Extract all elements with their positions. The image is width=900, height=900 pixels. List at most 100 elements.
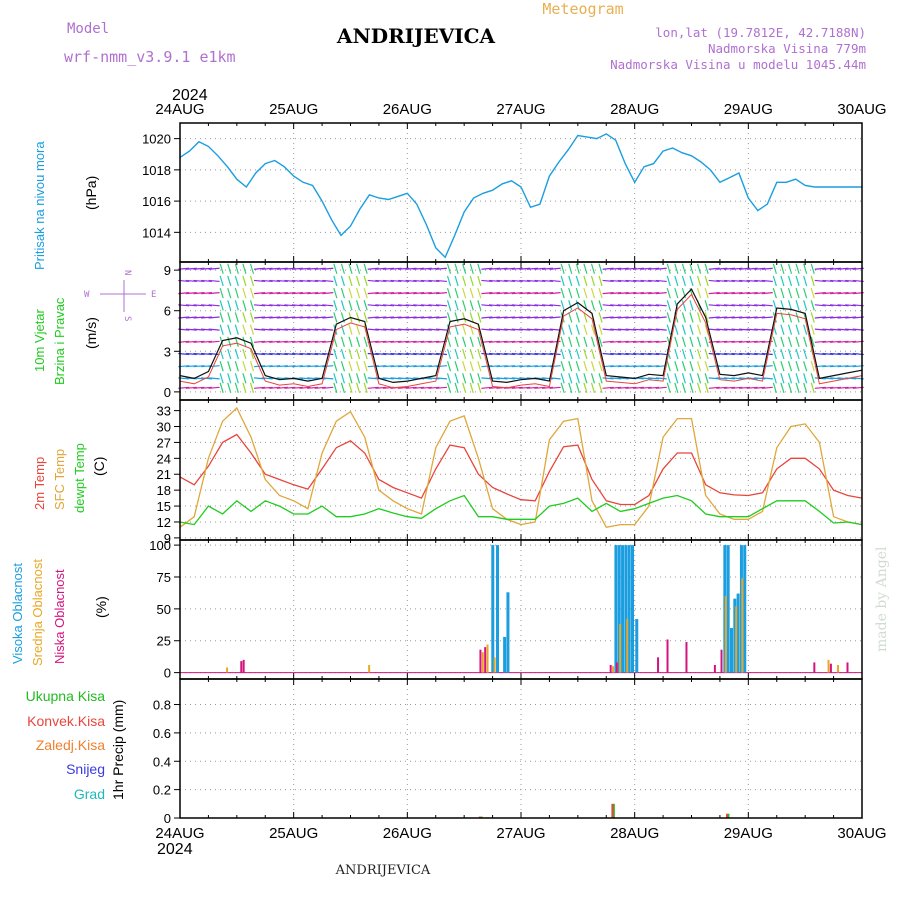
wind-barb — [632, 316, 645, 319]
wind-barb — [810, 300, 815, 311]
wind-barb — [674, 361, 679, 372]
wind-barb — [382, 279, 394, 283]
bottom-date-label: 27AUG — [496, 825, 545, 842]
wind-barb — [504, 377, 516, 380]
wind-barb — [435, 292, 447, 295]
wind-barb — [526, 267, 538, 270]
wind-barb — [723, 267, 735, 270]
pressure-panel: 1014 1016 1018 1020 — [142, 122, 863, 263]
wind-barb — [746, 340, 758, 343]
wind-barb — [731, 377, 743, 380]
wind-barb — [363, 348, 368, 360]
wind-barb — [787, 275, 793, 287]
wind-barb — [488, 267, 501, 270]
wind-barb — [249, 300, 255, 311]
wind-barb — [390, 292, 402, 295]
wind-barb — [697, 263, 702, 274]
wind-barb — [810, 324, 815, 335]
top-date-labels: 24AUG 25AUG 26AUG 27AUG 28AUG 29AUG 30AUG — [155, 101, 886, 118]
wind-barb — [446, 373, 452, 384]
wind-barb — [446, 300, 452, 311]
wind-barb — [454, 312, 459, 323]
wind-barb — [481, 328, 493, 331]
wind-barb — [568, 324, 573, 335]
wind-barb — [787, 382, 793, 393]
wind-barb — [307, 279, 319, 283]
wind-barb — [390, 340, 402, 343]
wind-barb — [496, 267, 508, 270]
wind-barb — [375, 292, 387, 295]
wind-barb — [390, 377, 402, 380]
cloud-unit: (%) — [93, 596, 109, 618]
wind-barb — [193, 328, 205, 331]
wind-barb — [731, 304, 743, 307]
station-title: ANDRIJEVICA — [336, 24, 496, 48]
wind-barb — [299, 279, 311, 283]
wind-barb — [837, 304, 849, 307]
wind-barb — [333, 275, 338, 287]
wind-barb — [469, 373, 474, 384]
wind-barb — [795, 300, 800, 311]
wind-barb — [254, 328, 266, 331]
y-tick-label: 9 — [164, 531, 171, 546]
wind-barb — [598, 361, 603, 372]
wind-barb — [738, 316, 751, 319]
wind-barb — [219, 324, 224, 335]
wind-barb — [822, 316, 834, 319]
wind-barb — [526, 292, 538, 295]
wind-barb — [534, 340, 546, 343]
wind-barb — [249, 275, 255, 287]
wind-barb — [477, 373, 482, 384]
wind-barb — [541, 292, 554, 295]
wind-barb — [511, 267, 523, 270]
wind-barb — [348, 287, 353, 299]
wind-barb — [348, 324, 353, 335]
wind-barb — [610, 328, 622, 331]
wind-barb — [284, 340, 296, 343]
wind-barb — [716, 377, 728, 380]
wind-barb — [795, 373, 800, 384]
wind-barb — [810, 361, 815, 372]
wind-barb — [208, 267, 220, 270]
wind-barb — [598, 382, 603, 393]
wind-barb — [234, 361, 239, 372]
wind-barb — [382, 365, 394, 368]
wind-barb — [754, 365, 766, 368]
wind-barb — [625, 365, 637, 368]
wind-barb — [780, 361, 785, 372]
high-cloud-bar — [630, 545, 634, 673]
wind-barb — [519, 328, 531, 331]
lonlat-label: lon,lat (19.7812E, 42.7188N) — [655, 25, 866, 40]
wind-barb — [375, 352, 387, 356]
wind-barb — [780, 287, 785, 299]
wind-barb — [249, 324, 255, 335]
wind-barb — [193, 340, 205, 343]
low-cloud-bar — [829, 663, 832, 673]
wind-barb — [689, 324, 694, 335]
wind-barb — [632, 304, 645, 307]
wind-barb — [666, 263, 671, 274]
wind-barb — [382, 340, 394, 343]
wind-barb — [803, 287, 808, 299]
wind-barb — [488, 292, 501, 295]
wind-barb — [666, 312, 671, 323]
wind-barb — [390, 352, 402, 356]
wind-barb — [269, 316, 281, 319]
wind-barb — [382, 328, 394, 331]
wind-barb — [504, 365, 516, 368]
wind-barb — [814, 316, 826, 319]
wind-barb — [602, 304, 614, 307]
wind-barb — [208, 340, 220, 343]
wind-barb — [674, 300, 679, 311]
wind-barb — [640, 292, 652, 295]
y-tick-label: 0 — [164, 666, 171, 681]
wind-barb — [356, 324, 361, 335]
wind-barb — [307, 386, 319, 389]
wind-barb — [598, 324, 603, 335]
high-cloud-bar — [624, 545, 628, 673]
wind-barb — [511, 340, 523, 343]
wind-barb — [488, 304, 501, 307]
wind-barb — [511, 386, 523, 389]
wind-barb — [704, 312, 709, 323]
wind-barb — [496, 377, 508, 380]
